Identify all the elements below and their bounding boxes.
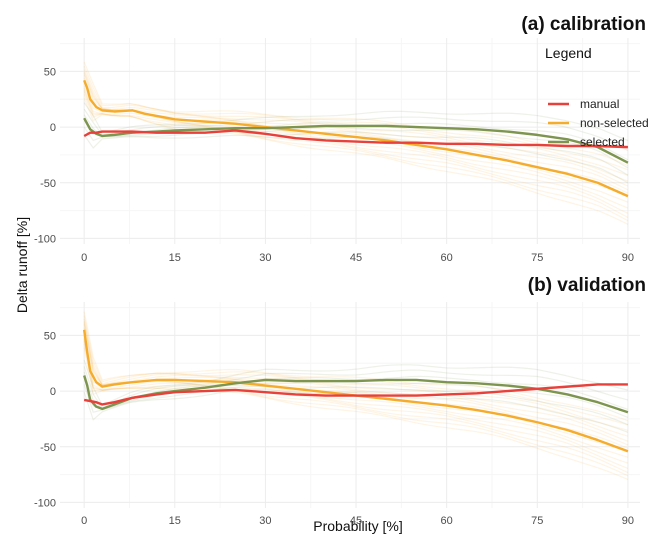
x-tick-label: 90 (622, 515, 634, 527)
x-tick-label: 75 (531, 515, 543, 527)
panel-title: (b) validation (528, 275, 646, 296)
y-tick-label: -100 (34, 233, 56, 245)
ensemble-line-selected (83, 388, 629, 433)
ensemble-line-non-selected (83, 87, 629, 209)
ensemble-line-non-selected (83, 91, 629, 218)
x-tick-label: 30 (259, 252, 271, 264)
ensemble-line-selected (83, 126, 629, 176)
ensemble-line-non-selected (83, 318, 629, 431)
series-line-selected (83, 117, 629, 164)
y-axis-title: Delta runoff [%] (14, 217, 30, 313)
series-line-non-selected (82, 329, 629, 453)
ensemble-line-non-selected (83, 72, 629, 187)
y-tick-label: 50 (44, 330, 56, 342)
panel-title: (a) calibration (521, 14, 646, 35)
x-tick-label: 30 (259, 515, 271, 527)
ensemble-line-non-selected (83, 94, 629, 222)
ensemble-line-non-selected (83, 74, 629, 191)
ensemble-line-non-selected (83, 324, 629, 446)
x-tick-label: 15 (169, 515, 181, 527)
panel-calibration: 0 15 30 45 60 75 90 50 0 -50 -100 (a) calibration (34, 14, 646, 264)
x-tick-label: 15 (169, 252, 181, 264)
panel-validation: 0 15 30 45 60 75 90 50 0 -50 -100 (b) validation (34, 275, 646, 527)
ensemble-line-selected (83, 371, 629, 410)
ensemble-line-non-selected (83, 61, 629, 167)
ensemble-line-non-selected (83, 311, 629, 422)
series-line-manual (83, 383, 628, 406)
ensemble-line-non-selected (83, 343, 629, 477)
ensemble-line-non-selected (83, 339, 629, 469)
y-tick-label: -50 (40, 178, 56, 190)
y-tick-label: 50 (44, 66, 56, 78)
legend-title: Legend (545, 45, 592, 61)
ensemble-line-selected (83, 114, 629, 161)
y-tick-label: -100 (34, 497, 56, 509)
x-tick-label: 0 (81, 252, 87, 264)
ensemble-line-selected (83, 384, 629, 426)
x-tick-label: 45 (350, 515, 362, 527)
ensemble-line-non-selected (83, 320, 629, 437)
legend-label-non-selected: non-selected (580, 116, 649, 130)
x-tick-label: 75 (531, 252, 543, 264)
ensemble-line-non-selected (83, 337, 629, 464)
legend-label-selected: selected (580, 135, 625, 149)
y-tick-label: 0 (50, 122, 56, 134)
x-tick-label: 60 (441, 515, 453, 527)
ensemble-line-selected (83, 359, 629, 407)
legend-label-manual: manual (580, 97, 619, 111)
x-tick-label: 45 (350, 252, 362, 264)
series-line-selected (83, 375, 629, 414)
y-tick-label: 0 (50, 386, 56, 398)
x-axis-title: Probability [%] (313, 518, 402, 534)
ensemble-line-non-selected (83, 340, 629, 474)
legend: Legend manual non-selected selected (545, 45, 649, 149)
ensemble-line-non-selected (83, 89, 629, 214)
ensemble-line-selected (83, 108, 629, 151)
ensemble-line-non-selected (83, 335, 629, 458)
x-tick-label: 60 (441, 252, 453, 264)
x-tick-label: 90 (622, 252, 634, 264)
ensemble-line-non-selected (83, 71, 629, 182)
y-tick-label: -50 (40, 442, 56, 454)
ensemble-line-selected (83, 366, 629, 409)
series-line-manual (83, 129, 628, 149)
x-tick-label: 0 (81, 515, 87, 527)
ensemble-line-non-selected (83, 322, 629, 442)
ensemble-line-selected (83, 102, 629, 142)
